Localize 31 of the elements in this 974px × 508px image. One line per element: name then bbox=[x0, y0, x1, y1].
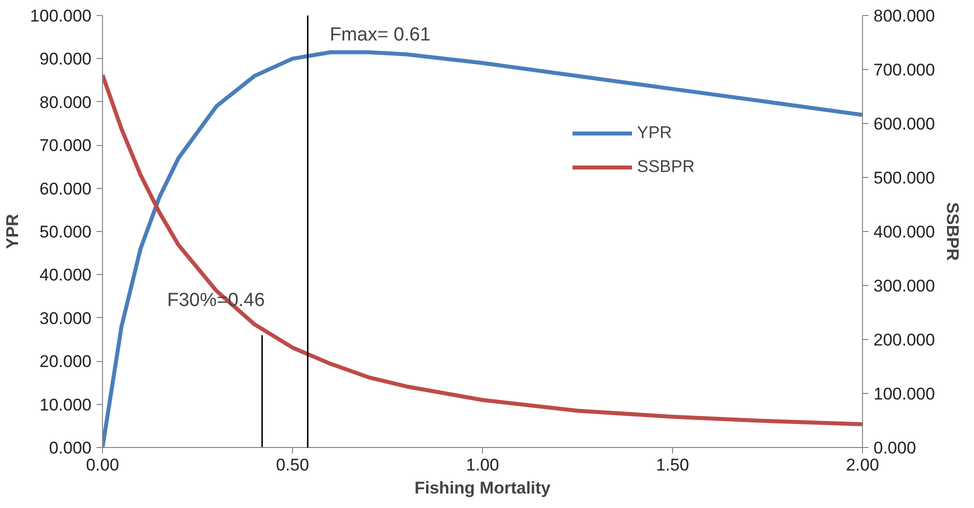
y-tick-label: 10.000 bbox=[40, 395, 92, 414]
y2-tick-label: 0.000 bbox=[874, 438, 916, 458]
y2-tick-label: 400.000 bbox=[874, 222, 935, 242]
y2-tick-label: 300.000 bbox=[874, 276, 935, 296]
y-tick-label: 50.000 bbox=[40, 222, 92, 242]
y-tick-label: 60.000 bbox=[40, 179, 92, 198]
x-tick-label: 1.50 bbox=[656, 456, 690, 474]
y2-tick-label: 500.000 bbox=[874, 168, 935, 188]
y-tick-label: 70.000 bbox=[40, 136, 92, 156]
annotation: Fmax= 0.61 bbox=[330, 24, 431, 46]
y-tick-label: 0.000 bbox=[48, 438, 92, 458]
y-tick-label: 40.000 bbox=[40, 266, 92, 285]
y2-tick-label: 800.000 bbox=[874, 6, 935, 26]
y-tick-label: 80.000 bbox=[40, 92, 92, 112]
y2-tick-label: 100.000 bbox=[874, 384, 935, 404]
y-tick-label: 20.000 bbox=[40, 352, 92, 372]
x-tick-label: 0.50 bbox=[276, 456, 310, 474]
y2-axis-title: SSBPR bbox=[942, 202, 962, 261]
legend-label: YPR bbox=[637, 123, 672, 143]
y-tick-label: 30.000 bbox=[40, 308, 92, 328]
y2-tick-label: 700.000 bbox=[874, 60, 935, 80]
y2-tick-label: 200.000 bbox=[874, 330, 935, 350]
y-axis-title: YPR bbox=[3, 214, 22, 249]
x-tick-label: 2.00 bbox=[846, 456, 880, 474]
y-tick-label: 90.000 bbox=[40, 50, 92, 69]
y2-tick-label: 600.000 bbox=[874, 114, 935, 134]
legend-label: SSBPR bbox=[637, 157, 695, 177]
x-axis-title: Fishing Mortality bbox=[414, 478, 552, 498]
x-tick-label: 0.00 bbox=[86, 456, 120, 474]
x-tick-label: 1.00 bbox=[466, 456, 500, 474]
y-tick-label: 100.000 bbox=[30, 6, 92, 26]
